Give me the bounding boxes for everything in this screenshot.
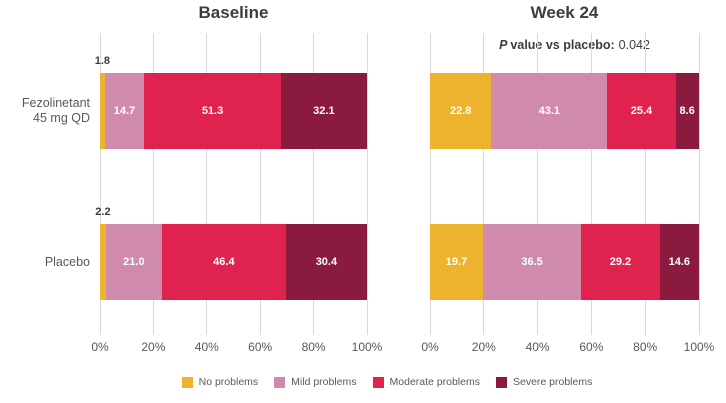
legend-swatch-mild-problems-icon xyxy=(274,376,286,388)
bar-segment-severe-problems: 14.6 xyxy=(659,224,699,300)
bar-value-label: 36.5 xyxy=(521,256,543,268)
gridline-0 xyxy=(429,33,431,335)
x-axis-tick-label: 20% xyxy=(471,340,496,354)
legend-item-mild-problems: Mild problems xyxy=(274,376,357,388)
x-axis-tick-label: 100% xyxy=(351,340,383,354)
bar-value-label: 1.8 xyxy=(94,55,111,67)
bar-segment-moderate-problems: 51.3 xyxy=(144,73,282,149)
gridline-20 xyxy=(483,33,485,335)
bar-value-label: 29.2 xyxy=(609,256,632,268)
x-axis-tick-label: 80% xyxy=(301,340,326,354)
bar-segment-mild-problems: 36.5 xyxy=(482,224,582,300)
plot-area-week24: 0% 20% 40% 60% 80% 100% 22.8 43.1 25.4 8.6 19.7 36.… xyxy=(421,33,714,354)
bar-value-label: 14.7 xyxy=(113,105,136,117)
panel-title-week24: Week 24 xyxy=(530,3,599,22)
bar: 19.7 36.5 29.2 14.6 xyxy=(430,224,699,300)
panel-title-baseline: Baseline xyxy=(198,3,269,22)
bar-value-label: 30.4 xyxy=(315,256,338,268)
p-value-annotation-p: P xyxy=(499,38,508,52)
p-value-annotation-value: 0.042 xyxy=(618,38,650,52)
bar-segment-no-problems xyxy=(100,73,105,149)
bar-segment-mild-problems: 43.1 xyxy=(491,73,608,149)
bar-segment-moderate-problems: 46.4 xyxy=(161,224,286,300)
bar-segment-no-problems: 22.8 xyxy=(430,73,492,149)
bar-value-label: 46.4 xyxy=(213,256,235,268)
bar-value-label: 14.6 xyxy=(668,256,691,268)
bar-value-label: 32.1 xyxy=(313,105,335,117)
gridline-80 xyxy=(644,33,646,335)
legend-label-moderate-problems: Moderate problems xyxy=(389,376,480,388)
bar-value-label: 22.8 xyxy=(449,105,472,117)
legend-swatch-moderate-problems-icon xyxy=(372,376,384,388)
legend-label-no-problems: No problems xyxy=(198,376,259,388)
x-axis-tick-label: 0% xyxy=(421,340,439,354)
bar-segment-no-problems: 19.7 xyxy=(430,224,483,300)
bar-segment-severe-problems: 8.6 xyxy=(675,73,699,149)
y-axis-category-label: Placebo xyxy=(44,255,90,269)
legend-label-mild-problems: Mild problems xyxy=(291,376,357,388)
x-axis-tick-label: 60% xyxy=(579,340,604,354)
bar-segment-mild-problems: 21.0 xyxy=(105,224,162,300)
bar-value-label: 8.6 xyxy=(679,105,695,117)
gridline-80 xyxy=(313,33,315,335)
x-axis-tick-label: 80% xyxy=(633,340,658,354)
gridline-40 xyxy=(206,33,208,335)
bar-segment-severe-problems: 32.1 xyxy=(281,73,367,149)
gridline-20 xyxy=(152,33,154,335)
y-axis-category-label: Fezolinetant 45 mg QD xyxy=(21,96,90,125)
bar: 1.8 14.7 51.3 32.1 xyxy=(95,55,367,149)
x-axis-tick-label: 40% xyxy=(194,340,219,354)
bar-value-label: 43.1 xyxy=(538,105,560,117)
bar: 22.8 43.1 25.4 8.6 xyxy=(430,73,699,149)
x-axis-tick-label: 60% xyxy=(248,340,273,354)
gridline-60 xyxy=(590,33,592,335)
x-axis-tick-label: 40% xyxy=(525,340,550,354)
p-value-annotation-text: value vs placebo: xyxy=(510,38,615,52)
bar-segment-severe-problems: 30.4 xyxy=(285,224,367,300)
bar-value-label: 2.2 xyxy=(95,206,111,218)
bar: 2.2 21.0 46.4 30.4 xyxy=(95,206,367,300)
gridline-100 xyxy=(698,33,700,335)
bar-value-label: 19.7 xyxy=(445,256,468,268)
bar-value-label: 51.3 xyxy=(201,105,224,117)
legend-item-no-problems: No problems xyxy=(181,376,259,388)
gridline-100 xyxy=(366,33,368,335)
bar-segment-no-problems xyxy=(100,224,106,300)
x-axis-tick-label: 100% xyxy=(683,340,715,354)
gridline-0 xyxy=(99,33,101,335)
bar-segment-moderate-problems: 29.2 xyxy=(581,224,660,300)
legend-item-moderate-problems: Moderate problems xyxy=(372,376,480,388)
x-axis-tick-label: 0% xyxy=(91,340,109,354)
legend-swatch-severe-problems-icon xyxy=(495,376,507,388)
bar-value-label: 21.0 xyxy=(123,256,145,268)
gridline-40 xyxy=(537,33,539,335)
plot-area-baseline: 0% 20% 40% 60% 80% 100% 1.8 14.7 51.3 32.1 2.2 21.0… xyxy=(91,33,382,354)
gridline-60 xyxy=(259,33,261,335)
legend-item-severe-problems: Severe problems xyxy=(495,376,593,388)
legend-swatch-no-problems-icon xyxy=(181,376,193,388)
x-axis-tick-label: 20% xyxy=(141,340,166,354)
legend-label-severe-problems: Severe problems xyxy=(512,376,593,388)
legend: No problems Mild problems Moderate probl… xyxy=(24,376,726,388)
bar-value-label: 25.4 xyxy=(630,105,653,117)
bar-segment-moderate-problems: 25.4 xyxy=(607,73,676,149)
bar-segment-mild-problems: 14.7 xyxy=(104,73,145,149)
